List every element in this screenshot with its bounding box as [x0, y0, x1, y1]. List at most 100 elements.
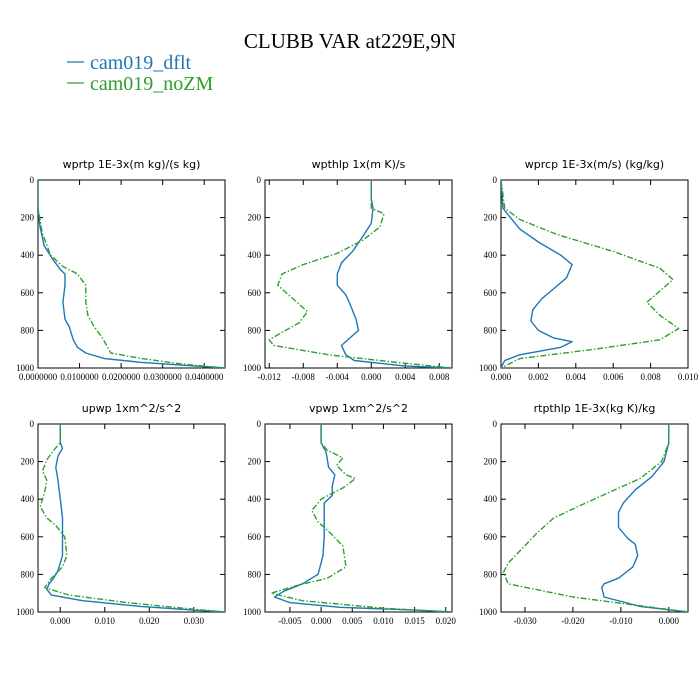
- plot-frame: [37, 179, 226, 369]
- x-tick-label: 0.005: [342, 616, 363, 626]
- legend-label-series-2: cam019_noZM: [90, 73, 214, 95]
- y-tick-label: 1000: [243, 607, 262, 617]
- panel-2: wpthlp 1x(m K)/s 0 200 400 600 800 1000-0.012 -…: [243, 158, 453, 382]
- series-line-2: [39, 424, 225, 612]
- x-tick-label: -0.008: [292, 372, 316, 382]
- x-tick-label: 0.000: [50, 616, 71, 626]
- y-tick-label: 200: [484, 213, 498, 223]
- x-tick-label: -0.020: [561, 616, 585, 626]
- legend: cam019_dflt cam019_noZM: [67, 52, 214, 95]
- y-tick-label: 0: [493, 419, 498, 429]
- y-tick-label: 400: [484, 250, 498, 260]
- series-line-2: [501, 180, 680, 368]
- y-tick-label: 600: [484, 288, 498, 298]
- y-tick-label: 1000: [479, 607, 498, 617]
- plot-frame: [500, 423, 689, 613]
- panel-title: wprtp 1E-3x(m kg)/(s kg): [63, 158, 201, 171]
- panel-1: wprtp 1E-3x(m kg)/(s kg) 0 200 400 600 800 100…: [16, 158, 226, 382]
- panel-title: wprcp 1E-3x(m/s) (kg/kg): [525, 158, 664, 171]
- panel-6: rtpthlp 1E-3x(kg K)/kg 0 200 400 600 800 1000 -…: [479, 402, 689, 626]
- x-tick-label: 0.000: [361, 372, 382, 382]
- y-tick-label: 200: [21, 213, 35, 223]
- x-tick-label: 0.0000000: [19, 372, 58, 382]
- series-line-2: [268, 180, 452, 368]
- plot-frame: [264, 179, 453, 369]
- x-tick-label: 0.020: [436, 616, 457, 626]
- y-tick-label: 0: [30, 419, 35, 429]
- x-tick-label: 0.0100000: [60, 372, 99, 382]
- panel-grid: wprtp 1E-3x(m kg)/(s kg) 0 200 400 600 800 100…: [16, 158, 699, 626]
- x-tick-label: 0.000: [491, 372, 512, 382]
- y-tick-label: 600: [484, 532, 498, 542]
- plot-frame: [37, 423, 226, 613]
- plot-frame: [264, 423, 453, 613]
- x-tick-label: 0.002: [528, 372, 548, 382]
- y-tick-label: 400: [248, 494, 262, 504]
- x-tick-label: 0.000: [659, 616, 680, 626]
- y-tick-label: 0: [493, 175, 498, 185]
- x-tick-label: 0.006: [603, 372, 624, 382]
- y-tick-label: 1000: [243, 363, 262, 373]
- series-line-1: [501, 180, 573, 368]
- series-line-2: [270, 424, 452, 612]
- x-tick-label: 0.020: [139, 616, 160, 626]
- x-tick-label: 0.0300000: [144, 372, 183, 382]
- y-tick-label: 800: [21, 569, 35, 579]
- y-tick-label: 800: [484, 569, 498, 579]
- x-tick-label: 0.004: [395, 372, 416, 382]
- y-tick-label: 200: [248, 457, 262, 467]
- x-tick-label: -0.010: [609, 616, 633, 626]
- y-tick-label: 0: [257, 419, 262, 429]
- x-tick-label: -0.005: [278, 616, 302, 626]
- y-tick-label: 800: [248, 325, 262, 335]
- x-tick-label: -0.030: [513, 616, 537, 626]
- y-tick-label: 800: [484, 325, 498, 335]
- y-tick-label: 400: [21, 494, 35, 504]
- y-tick-label: 400: [484, 494, 498, 504]
- x-tick-label: 0.015: [404, 616, 425, 626]
- figure-title: CLUBB VAR at229E,9N: [244, 29, 456, 53]
- y-tick-label: 0: [257, 175, 262, 185]
- panel-5: vpwp 1xm^2/s^2 0 200 400 600 800 1000 -0.005 0.0…: [243, 402, 456, 626]
- y-tick-label: 600: [21, 532, 35, 542]
- x-tick-label: 0.008: [429, 372, 450, 382]
- panel-title: rtpthlp 1E-3x(kg K)/kg: [534, 402, 656, 415]
- legend-label-series-1: cam019_dflt: [90, 52, 192, 74]
- x-tick-label: 0.030: [184, 616, 205, 626]
- panel-title: vpwp 1xm^2/s^2: [309, 402, 408, 415]
- y-tick-label: 0: [30, 175, 35, 185]
- x-tick-label: 0.010: [678, 372, 699, 382]
- y-tick-label: 800: [248, 569, 262, 579]
- y-tick-label: 400: [248, 250, 262, 260]
- series-line-2: [502, 424, 688, 612]
- series-line-1: [336, 180, 452, 368]
- y-tick-label: 600: [21, 288, 35, 298]
- y-tick-label: 800: [21, 325, 35, 335]
- series-line-1: [273, 424, 452, 612]
- x-tick-label: -0.004: [326, 372, 350, 382]
- panel-4: upwp 1xm^2/s^2 0 200 400 600 800 1000 0.000 0.01…: [16, 402, 226, 626]
- series-line-1: [601, 424, 688, 612]
- panel-title: wpthlp 1x(m K)/s: [312, 158, 406, 171]
- x-tick-label: 0.010: [373, 616, 394, 626]
- x-tick-label: 0.0400000: [185, 372, 224, 382]
- x-tick-label: 0.000: [311, 616, 332, 626]
- y-tick-label: 200: [21, 457, 35, 467]
- y-tick-label: 1000: [16, 363, 35, 373]
- panel-3: wprcp 1E-3x(m/s) (kg/kg) 0 200 400 600 800 100…: [479, 158, 699, 382]
- y-tick-label: 200: [248, 213, 262, 223]
- x-tick-label: -0.012: [258, 372, 281, 382]
- series-line-1: [38, 180, 225, 368]
- x-tick-label: 0.004: [566, 372, 587, 382]
- y-tick-label: 600: [248, 532, 262, 542]
- x-tick-label: 0.0200000: [102, 372, 141, 382]
- x-tick-label: 0.010: [95, 616, 116, 626]
- series-line-2: [38, 180, 225, 368]
- panel-title: upwp 1xm^2/s^2: [82, 402, 182, 415]
- series-line-1: [46, 424, 225, 612]
- x-tick-label: 0.008: [640, 372, 661, 382]
- y-tick-label: 200: [484, 457, 498, 467]
- y-tick-label: 1000: [16, 607, 35, 617]
- plot-frame: [500, 179, 689, 369]
